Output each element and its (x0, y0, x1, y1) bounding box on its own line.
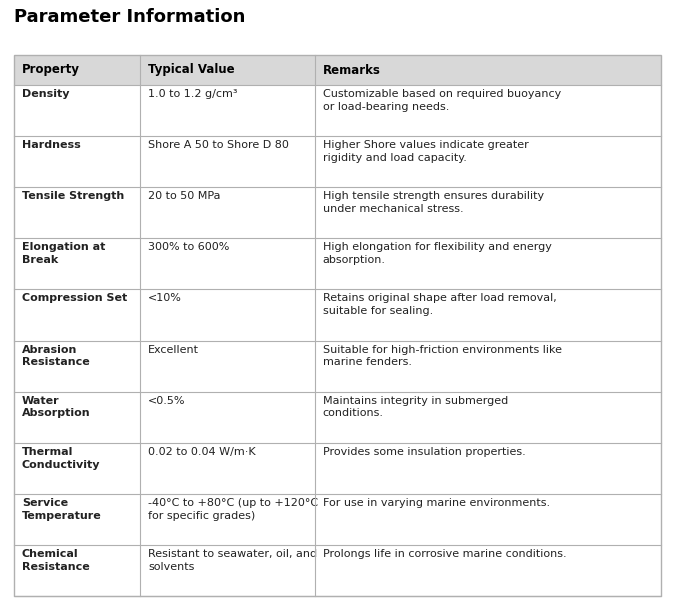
Text: Tensile Strength: Tensile Strength (22, 191, 124, 201)
Text: <0.5%: <0.5% (148, 396, 186, 406)
Text: Excellent: Excellent (148, 345, 199, 355)
Text: Elongation at
Break: Elongation at Break (22, 242, 105, 265)
Text: Water
Absorption: Water Absorption (22, 396, 90, 419)
Text: Provides some insulation properties.: Provides some insulation properties. (323, 447, 526, 457)
Text: 20 to 50 MPa: 20 to 50 MPa (148, 191, 221, 201)
Text: Property: Property (22, 63, 80, 77)
Text: <10%: <10% (148, 294, 182, 303)
Bar (14, 55, 661, 85)
Text: Shore A 50 to Shore D 80: Shore A 50 to Shore D 80 (148, 140, 289, 150)
Text: Resistant to seawater, oil, and
solvents: Resistant to seawater, oil, and solvents (148, 549, 317, 572)
Text: Thermal
Conductivity: Thermal Conductivity (22, 447, 101, 469)
Text: Typical Value: Typical Value (148, 63, 235, 77)
Text: 300% to 600%: 300% to 600% (148, 242, 230, 252)
Text: Abrasion
Resistance: Abrasion Resistance (22, 345, 90, 367)
Bar (14, 55, 661, 596)
Text: Maintains integrity in submerged
conditions.: Maintains integrity in submerged conditi… (323, 396, 508, 419)
Text: Chemical
Resistance: Chemical Resistance (22, 549, 90, 572)
Text: Remarks: Remarks (323, 63, 381, 77)
Text: Customizable based on required buoyancy
or load-bearing needs.: Customizable based on required buoyancy … (323, 89, 561, 112)
Text: Prolongs life in corrosive marine conditions.: Prolongs life in corrosive marine condit… (323, 549, 566, 559)
Text: For use in varying marine environments.: For use in varying marine environments. (323, 498, 550, 508)
Text: Compression Set: Compression Set (22, 294, 128, 303)
Text: 1.0 to 1.2 g/cm³: 1.0 to 1.2 g/cm³ (148, 89, 238, 99)
Text: Parameter Information: Parameter Information (14, 8, 246, 26)
Text: Higher Shore values indicate greater
rigidity and load capacity.: Higher Shore values indicate greater rig… (323, 140, 529, 163)
Text: Service
Temperature: Service Temperature (22, 498, 102, 521)
Text: -40°C to +80°C (up to +120°C
for specific grades): -40°C to +80°C (up to +120°C for specifi… (148, 498, 319, 521)
Text: Density: Density (22, 89, 70, 99)
Text: High tensile strength ensures durability
under mechanical stress.: High tensile strength ensures durability… (323, 191, 544, 214)
Text: High elongation for flexibility and energy
absorption.: High elongation for flexibility and ener… (323, 242, 551, 265)
Text: Suitable for high-friction environments like
marine fenders.: Suitable for high-friction environments … (323, 345, 562, 367)
Text: Retains original shape after load removal,
suitable for sealing.: Retains original shape after load remova… (323, 294, 557, 316)
Text: Hardness: Hardness (22, 140, 81, 150)
Text: 0.02 to 0.04 W/m·K: 0.02 to 0.04 W/m·K (148, 447, 256, 457)
